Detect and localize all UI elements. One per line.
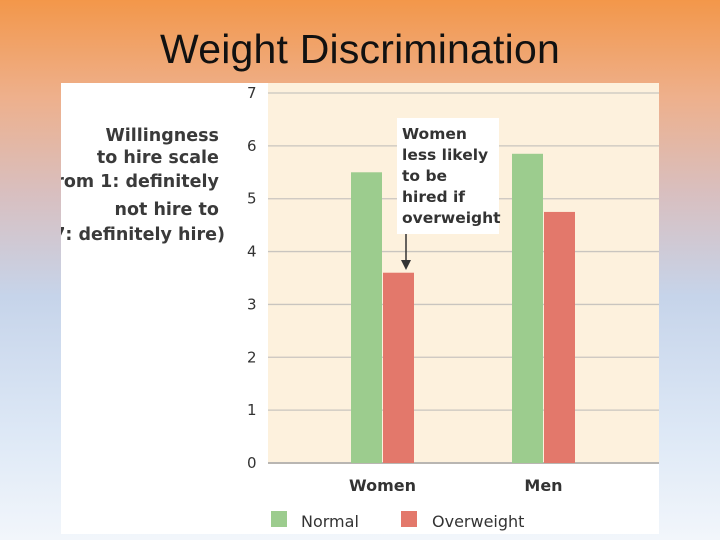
y-axis-label-line: to hire scale [97, 148, 219, 168]
bar-overweight-men [544, 211, 575, 463]
y-axis-label-line: not hire to [115, 200, 219, 220]
y-tick-label: 7 [247, 84, 257, 102]
annotation: Women less likely to be hired if overwei… [397, 118, 501, 270]
y-axis-label: Willingness to hire scale (from 1: defin… [61, 126, 225, 245]
bar-series [351, 153, 575, 463]
annotation-line: to be [402, 167, 447, 185]
annotation-line: less likely [402, 146, 488, 164]
y-tick-label: 1 [247, 401, 257, 419]
annotation-line: Women [402, 125, 467, 143]
y-axis-label-line: (from 1: definitely [61, 172, 219, 192]
y-tick-label: 3 [247, 295, 257, 313]
legend-label-normal: Normal [301, 512, 359, 531]
y-tick-label: 4 [247, 243, 257, 261]
chart-panel: 0 1 2 3 4 5 6 7 Willingness to hire scale (from… [61, 83, 659, 534]
y-tick-label: 6 [247, 137, 257, 155]
y-tick-label: 5 [247, 190, 257, 208]
annotation-box [397, 118, 499, 234]
y-axis-ticks: 0 1 2 3 4 5 6 7 [247, 84, 257, 472]
annotation-text: Women less likely to be hired if overwei… [402, 125, 501, 227]
category-label: Women [349, 476, 416, 495]
legend-swatch-overweight [401, 511, 417, 527]
y-tick-label: 0 [247, 454, 257, 472]
bar-overweight-women [383, 272, 414, 463]
annotation-arrow-head [401, 260, 411, 270]
bar-normal-women [351, 172, 382, 463]
x-axis-categories: Women Men [349, 476, 563, 495]
category-label: Men [524, 476, 562, 495]
legend-swatch-normal [271, 511, 287, 527]
annotation-line: hired if [402, 188, 465, 206]
bar-chart: 0 1 2 3 4 5 6 7 Willingness to hire scale (from… [61, 83, 659, 531]
legend: Normal Overweight [271, 511, 524, 531]
annotation-line: overweight [402, 209, 501, 227]
y-axis-label-line: 7: definitely hire) [61, 225, 225, 245]
bar-normal-men [512, 153, 543, 463]
legend-label-overweight: Overweight [432, 512, 524, 531]
slide-title: Weight Discrimination [160, 26, 560, 72]
y-tick-label: 2 [247, 348, 257, 366]
y-axis-label-line: Willingness [105, 126, 218, 146]
